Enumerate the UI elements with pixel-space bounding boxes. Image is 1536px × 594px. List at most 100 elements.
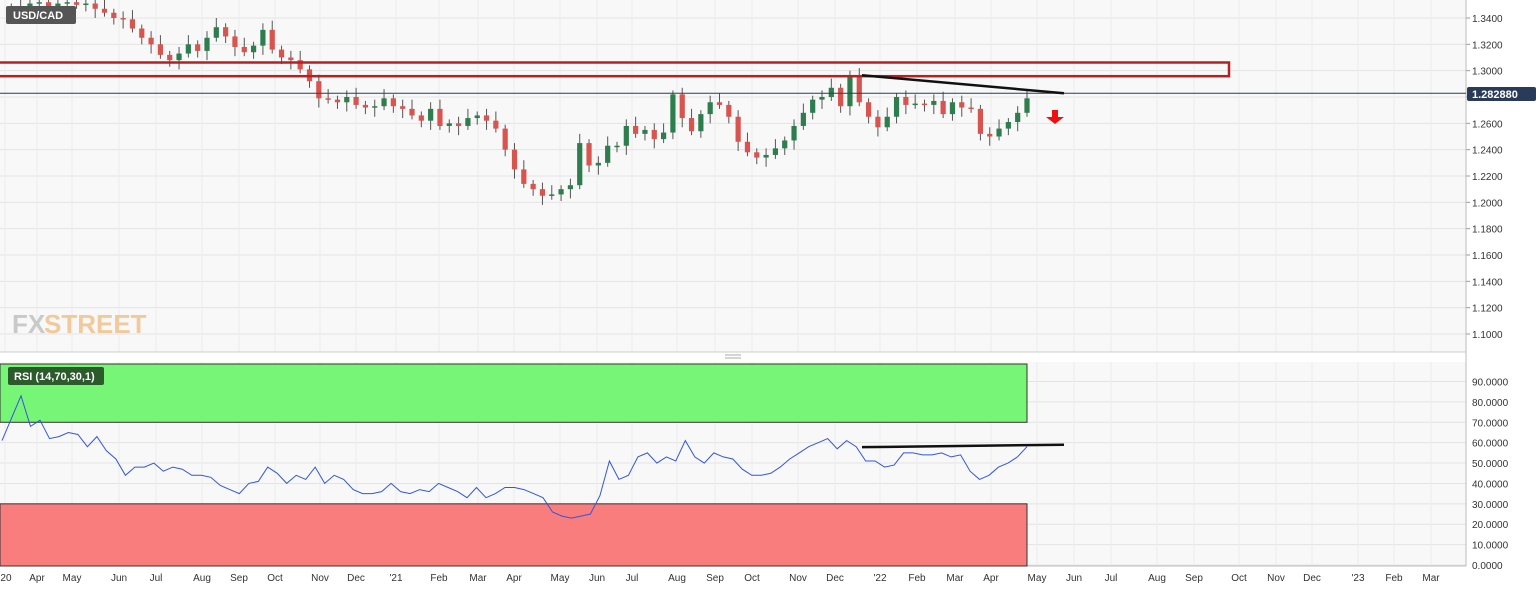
candle-body <box>996 128 1002 137</box>
time-tick-label: '23 <box>1351 573 1364 584</box>
candle-body <box>921 103 928 106</box>
price-tick-label: 1.3200 <box>1472 40 1503 51</box>
time-tick-label: Feb <box>908 573 926 584</box>
rsi-overbought-zone <box>0 363 1028 423</box>
symbol-badge: USD/CAD <box>6 6 76 24</box>
candle-body <box>204 37 210 51</box>
time-tick-label: Jun <box>589 573 605 584</box>
candle-body <box>362 104 369 108</box>
rsi-tick-label: 50.0000 <box>1472 459 1509 470</box>
candle-body <box>511 149 518 170</box>
candle-body <box>679 94 685 119</box>
rsi-oversold-zone <box>0 503 1028 567</box>
time-tick-label: Apr <box>506 573 522 584</box>
pane-splitter-icon[interactable] <box>725 354 741 359</box>
candle-body <box>474 115 480 119</box>
time-tick-label: Jul <box>626 573 639 584</box>
price-axis-labels: 1.34001.32001.30001.28001.26001.24001.22… <box>1472 14 1503 341</box>
time-tick-label: Aug <box>668 573 686 584</box>
candle-body <box>558 189 564 195</box>
candle-body <box>73 2 80 5</box>
candle-body <box>623 125 629 146</box>
candle-body <box>83 3 89 6</box>
candle-body <box>409 108 415 116</box>
candle-body <box>446 123 452 126</box>
price-tick-label: 1.1600 <box>1472 251 1503 262</box>
candle-body <box>660 132 667 140</box>
candle-body <box>101 8 108 13</box>
price-tick-label: 1.2600 <box>1472 119 1503 130</box>
candle-body <box>614 145 620 148</box>
symbol-badge-background <box>6 6 76 24</box>
candle-body <box>250 45 257 53</box>
time-axis-labels: '20 Apr May Jun Jul Aug Sep Oct Nov Dec '21 Feb Mar A… <box>0 573 1440 584</box>
time-tick-label: May <box>551 573 570 584</box>
candle-body <box>707 102 713 115</box>
price-tick-label: 1.1400 <box>1472 277 1503 288</box>
candle-body <box>847 77 853 107</box>
candle-body <box>549 194 555 196</box>
time-tick-label: Oct <box>1231 573 1247 584</box>
candle-body <box>838 87 844 107</box>
candle-body <box>651 129 657 140</box>
rsi-tick-label: 20.0000 <box>1472 520 1509 531</box>
candle-body <box>744 141 751 153</box>
rsi-tick-label: 10.0000 <box>1472 541 1509 552</box>
candle-body <box>959 102 965 108</box>
rsi-axis-labels: 90.0000 80.0000 70.0000 60.0000 50.0000 40.00… <box>1472 378 1509 573</box>
candle-body <box>698 114 704 132</box>
candle-body <box>968 107 974 110</box>
candle-body <box>931 100 937 105</box>
time-tick-label: Sep <box>1185 573 1203 584</box>
candle-body <box>232 36 238 47</box>
rsi-tick-label: 60.0000 <box>1472 439 1509 450</box>
candle-body <box>269 29 275 50</box>
time-tick-label: May <box>1028 573 1047 584</box>
time-tick-label: Oct <box>744 573 760 584</box>
candle-body <box>940 100 946 115</box>
candle-body <box>875 116 881 128</box>
rsi-tick-label: 30.0000 <box>1472 500 1509 511</box>
time-tick-label: Dec <box>826 573 844 584</box>
candle-body <box>353 97 359 105</box>
candle-body <box>176 53 182 61</box>
time-tick-label: May <box>63 573 82 584</box>
rsi-line <box>1 394 1028 519</box>
rsi-badge: RSI (14,70,30,1) <box>8 367 104 385</box>
time-tick-label: Oct <box>267 573 283 584</box>
candle-body <box>772 148 779 155</box>
candle-body <box>595 162 601 166</box>
candle-body <box>726 104 732 117</box>
candle-body <box>893 97 900 117</box>
rsi-tick-label: 0.0000 <box>1472 561 1503 572</box>
time-tick-label: Mar <box>1422 573 1440 584</box>
time-tick-label: Feb <box>1385 573 1403 584</box>
candle-body <box>1015 112 1021 123</box>
candle-body <box>539 189 546 196</box>
candle-body <box>567 185 574 190</box>
candle-body <box>1024 98 1030 113</box>
candle-body <box>763 154 769 158</box>
candle-body <box>428 108 434 121</box>
candle-body <box>800 112 806 126</box>
candle-body <box>577 143 583 186</box>
rsi-trendline <box>861 443 1065 449</box>
price-tick-label: 1.2400 <box>1472 146 1503 157</box>
price-tag-background <box>1467 87 1536 101</box>
price-tick-label: 1.2000 <box>1472 198 1503 209</box>
candle-body <box>157 44 164 55</box>
candle-body <box>316 81 322 99</box>
rsi-badge-background <box>8 367 104 385</box>
candle-body <box>400 106 406 109</box>
candle-body <box>455 123 462 126</box>
time-tick-label: Apr <box>29 573 45 584</box>
candle-body <box>586 143 592 166</box>
candle-body <box>502 128 508 150</box>
logo-street: STREET <box>44 309 147 339</box>
candle-body <box>716 102 723 105</box>
time-tick-label: Feb <box>430 573 448 584</box>
price-tick-label: 1.1000 <box>1472 330 1503 341</box>
rsi-tick-label: 90.0000 <box>1472 378 1509 389</box>
candle-body <box>167 54 173 61</box>
symbol-label: USD/CAD <box>13 10 63 22</box>
